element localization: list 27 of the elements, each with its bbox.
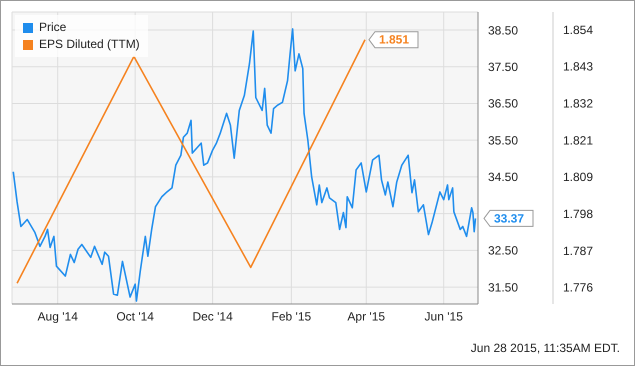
x-tick-label: Jun '15 <box>424 310 464 324</box>
y-tick-label: 35.50 <box>488 133 518 148</box>
y-tick-label: 34.50 <box>488 170 518 184</box>
y2-tick-label: 1.843 <box>563 60 594 74</box>
y-tick-label: 37.50 <box>488 60 518 74</box>
x-tick-label: Apr '15 <box>347 310 386 324</box>
data-label: 33.37 <box>494 211 524 226</box>
y-tick-label: 38.50 <box>488 23 518 38</box>
x-tick-label: Dec '14 <box>192 310 234 324</box>
y-tick-label: 32.50 <box>488 244 518 258</box>
x-tick-label: Feb '15 <box>272 310 312 324</box>
y2-tick-label: 1.854 <box>563 23 594 38</box>
data-label: 1.851 <box>378 32 410 47</box>
x-tick-label: Oct '14 <box>116 310 154 324</box>
legend-label: EPS Diluted (TTM) <box>39 36 140 53</box>
y2-tick-label: 1.798 <box>563 206 594 221</box>
y-tick-label: 31.50 <box>488 280 518 294</box>
y2-tick-label: 1.787 <box>563 244 594 258</box>
line-series <box>16 38 366 284</box>
x-tick-label: Aug '14 <box>38 310 78 324</box>
y2-tick-label: 1.809 <box>563 170 594 184</box>
y2-tick-label: 1.821 <box>563 133 594 148</box>
y2-tick-label: 1.776 <box>563 280 594 294</box>
y-tick-label: 36.50 <box>488 96 518 111</box>
legend-label: Price <box>39 19 66 36</box>
y2-tick-label: 1.832 <box>563 96 594 111</box>
text: Jun 28 2015, 11:35AM EDT. <box>470 341 620 355</box>
